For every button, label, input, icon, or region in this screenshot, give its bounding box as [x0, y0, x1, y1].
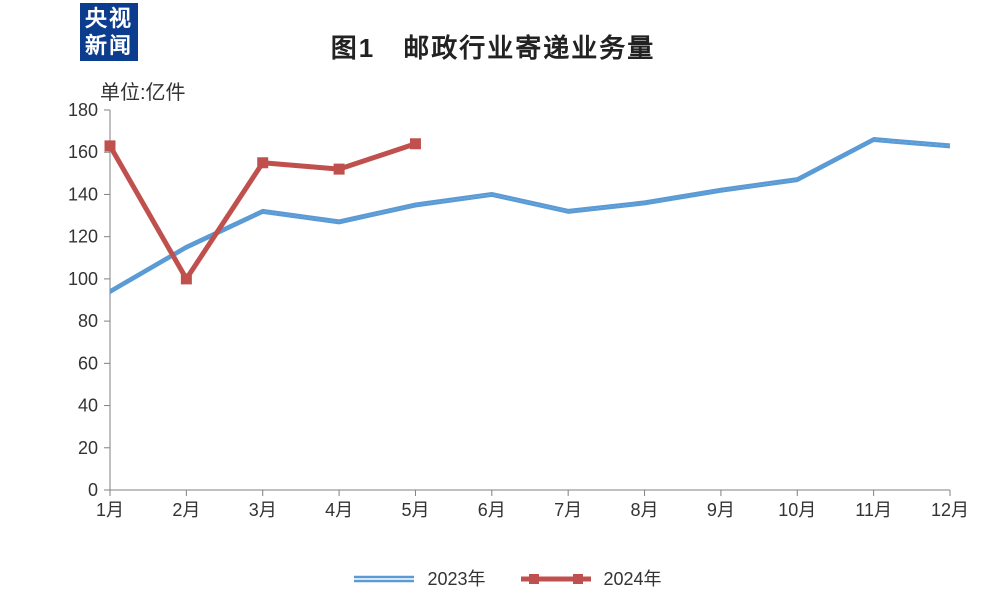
svg-text:100: 100: [68, 269, 98, 289]
svg-text:3月: 3月: [249, 500, 277, 520]
svg-text:0: 0: [88, 480, 98, 500]
svg-text:1月: 1月: [96, 500, 124, 520]
legend-label-2024: 2024年: [604, 569, 662, 589]
svg-text:9月: 9月: [707, 500, 735, 520]
svg-text:60: 60: [78, 353, 98, 373]
legend-label-2023: 2023年: [427, 569, 485, 589]
chart-area: 0 20 40 60 80 100 120 140 160 180 1月 2月 3月 4月 5月 6月 7月 8月…: [50, 100, 960, 540]
svg-text:6月: 6月: [478, 500, 506, 520]
svg-text:4月: 4月: [325, 500, 353, 520]
svg-text:40: 40: [78, 396, 98, 416]
svg-text:180: 180: [68, 100, 98, 120]
svg-text:12月: 12月: [931, 500, 969, 520]
svg-text:11月: 11月: [855, 500, 892, 520]
svg-text:8月: 8月: [631, 500, 659, 520]
svg-text:5月: 5月: [401, 500, 429, 520]
svg-text:20: 20: [78, 438, 98, 458]
legend-swatch-2024: [521, 570, 591, 591]
svg-text:140: 140: [68, 184, 98, 204]
svg-text:2月: 2月: [172, 500, 200, 520]
svg-text:10月: 10月: [778, 500, 816, 520]
svg-text:80: 80: [78, 311, 98, 331]
svg-text:7月: 7月: [554, 500, 582, 520]
legend-swatch-2023: [354, 570, 414, 591]
chart-legend: 2023年 2024年: [0, 565, 986, 591]
svg-text:160: 160: [68, 142, 98, 162]
chart-title: 图1 邮政行业寄递业务量: [0, 28, 986, 65]
line-chart-svg: 0 20 40 60 80 100 120 140 160 180 1月 2月 3月 4月 5月 6月 7月 8月…: [50, 100, 960, 540]
svg-text:120: 120: [68, 227, 98, 247]
